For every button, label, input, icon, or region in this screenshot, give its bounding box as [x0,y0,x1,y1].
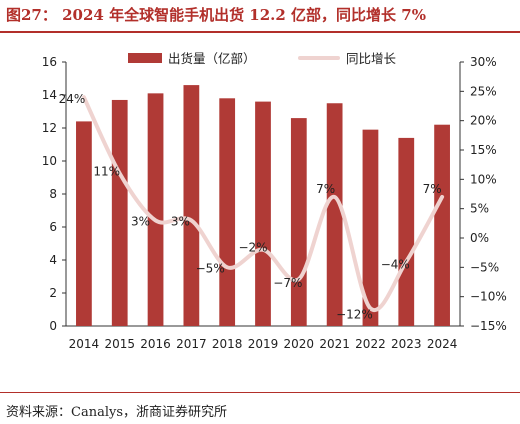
x-tick-label: 2024 [427,337,458,351]
x-tick-label: 2018 [212,337,243,351]
right-tick-label: 20% [470,114,497,128]
left-tick-label: 2 [49,286,57,300]
right-tick-label: 25% [470,84,497,98]
combo-chart: 0 2 4 6 8 10 12 14 16 −15% −10% −5% 0% 5% 10% 15% 20% 25%… [42,51,507,351]
x-tick-label: 2023 [391,337,422,351]
bar [111,99,128,326]
right-tick-label: −5% [470,260,499,274]
right-tick-label: 15% [470,143,497,157]
data-label: 24% [59,92,86,106]
x-tick-label: 2017 [176,337,207,351]
data-label: −2% [238,241,267,255]
data-label: −5% [196,261,225,275]
data-label: 3% [131,214,150,228]
data-label: −7% [273,276,302,290]
right-tick-label: 30% [470,55,497,69]
legend-bar-swatch [128,53,162,63]
bar [434,124,450,326]
bar [76,121,92,327]
bar [326,103,343,326]
chart-title: 图27： 2024 年全球智能手机出货 12.2 亿部，同比增长 7% [6,6,426,24]
title-rule [0,31,520,33]
bar [219,98,236,326]
data-label: 3% [171,214,190,228]
data-label: −12% [336,307,373,321]
data-label: 7% [316,182,335,196]
x-tick-label: 2020 [284,337,315,351]
footer-rule [0,392,520,393]
bar [255,101,271,326]
x-tick-label: 2014 [69,337,100,351]
data-label: 7% [423,182,442,196]
left-tick-label: 6 [49,220,57,234]
right-tick-label: 5% [470,202,489,216]
left-tick-label: 10 [42,154,57,168]
left-tick-label: 14 [42,88,57,102]
x-tick-label: 2015 [104,337,135,351]
legend-bar-label: 出货量（亿部） [168,51,256,66]
x-tick-label: 2019 [248,337,279,351]
data-label: 11% [93,164,120,178]
left-tick-label: 16 [42,55,57,69]
bar [147,93,164,326]
bar [290,118,307,326]
data-label: −4% [381,257,410,271]
right-tick-label: 10% [470,172,497,186]
left-tick-label: 4 [49,253,57,267]
bar [398,137,415,326]
legend-line-label: 同比增长 [346,51,397,66]
bar [362,129,379,326]
x-tick-label: 2016 [140,337,171,351]
left-tick-label: 8 [49,187,57,201]
right-tick-label: 0% [470,231,489,245]
x-tick-label: 2022 [355,337,386,351]
right-tick-label: −10% [470,290,507,304]
right-tick-label: −15% [470,319,507,333]
bar [183,85,200,326]
source-note: 资料来源：Canalys，浙商证券研究所 [6,405,227,420]
left-tick-label: 12 [42,121,57,135]
x-tick-label: 2021 [319,337,350,351]
growth-line [81,95,445,313]
left-tick-label: 0 [49,319,57,333]
